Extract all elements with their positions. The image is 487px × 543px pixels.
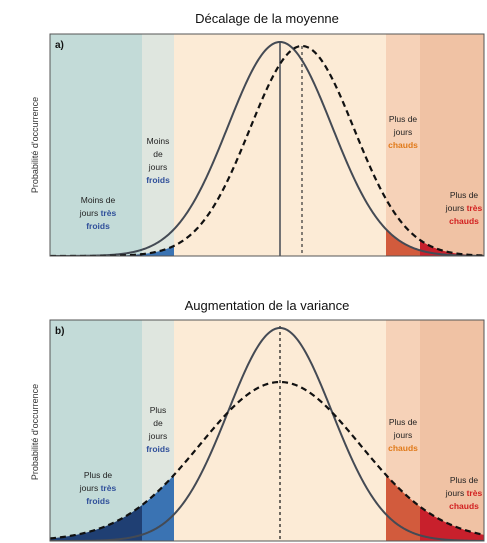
fill-hot-b	[386, 474, 420, 541]
fill-cold-b	[142, 474, 174, 541]
curve-solid-b	[50, 326, 484, 541]
label-cold-a-l2: de	[153, 149, 163, 159]
label-cold-b-l4: froids	[146, 444, 170, 454]
label-very-cold-b-l1: Plus de	[84, 470, 113, 480]
zone-very-cold-b	[50, 320, 142, 541]
fill-hot-a	[386, 229, 420, 256]
zone-very-hot-a	[420, 34, 484, 256]
panel-a-tag: a)	[55, 40, 64, 51]
panel-b: Augmentation de la variance Probabilité …	[30, 298, 485, 542]
fill-very-cold-b	[50, 505, 142, 541]
zone-cold-a	[142, 34, 174, 256]
label-very-cold-b-l3: froids	[86, 496, 110, 506]
label-hot-b-l1: Plus de	[389, 417, 418, 427]
label-cold-a-l1: Moins	[147, 136, 170, 146]
label-cold-a-l4: froids	[146, 175, 170, 185]
panel-a-title: Décalage de la moyenne	[195, 11, 339, 26]
curve-dashed-a	[50, 44, 484, 256]
label-very-hot-b-l1: Plus de	[450, 475, 479, 485]
label-hot-b-l3: chauds	[388, 443, 418, 453]
label-hot-b-l2: jours	[393, 430, 412, 440]
curve-dashed-b	[50, 380, 484, 540]
curve-solid-a	[50, 40, 484, 256]
label-very-hot-a-l2: jours très	[445, 203, 483, 213]
label-very-hot-b-l2: jours très	[445, 488, 483, 498]
label-cold-b-l1: Plus	[150, 405, 167, 415]
fill-very-hot-b	[420, 506, 484, 541]
label-cold-b-l3: jours	[148, 431, 167, 441]
panel-b-frame	[49, 319, 485, 542]
panel-b-title: Augmentation de la variance	[185, 298, 350, 313]
label-very-hot-a-l3: chauds	[449, 216, 479, 226]
fill-very-hot-a	[420, 240, 484, 256]
label-hot-a-l3: chauds	[388, 140, 418, 150]
label-very-cold-a-l2: jours très	[79, 208, 117, 218]
panel-b-tag: b)	[55, 326, 64, 337]
panel-b-ylabel: Probabilité d'occurrence	[30, 384, 40, 480]
label-very-hot-b-l3: chauds	[449, 501, 479, 511]
zone-very-cold-a	[50, 34, 142, 256]
label-cold-b-l2: de	[153, 418, 163, 428]
label-hot-a-l2: jours	[393, 127, 412, 137]
label-very-cold-a-l1: Moins de	[81, 195, 116, 205]
zone-hot-a	[386, 34, 420, 256]
panel-a: Décalage de la moyenne Probabilité d'occ…	[30, 11, 485, 257]
label-hot-a-l1: Plus de	[389, 114, 418, 124]
label-very-hot-a-l1: Plus de	[450, 190, 479, 200]
label-very-cold-a-l3: froids	[86, 221, 110, 231]
panel-a-frame	[49, 33, 485, 257]
panel-a-ylabel: Probabilité d'occurrence	[30, 97, 40, 193]
zone-very-hot-b	[420, 320, 484, 541]
label-cold-a-l3: jours	[148, 162, 167, 172]
label-very-cold-b-l2: jours très	[79, 483, 117, 493]
